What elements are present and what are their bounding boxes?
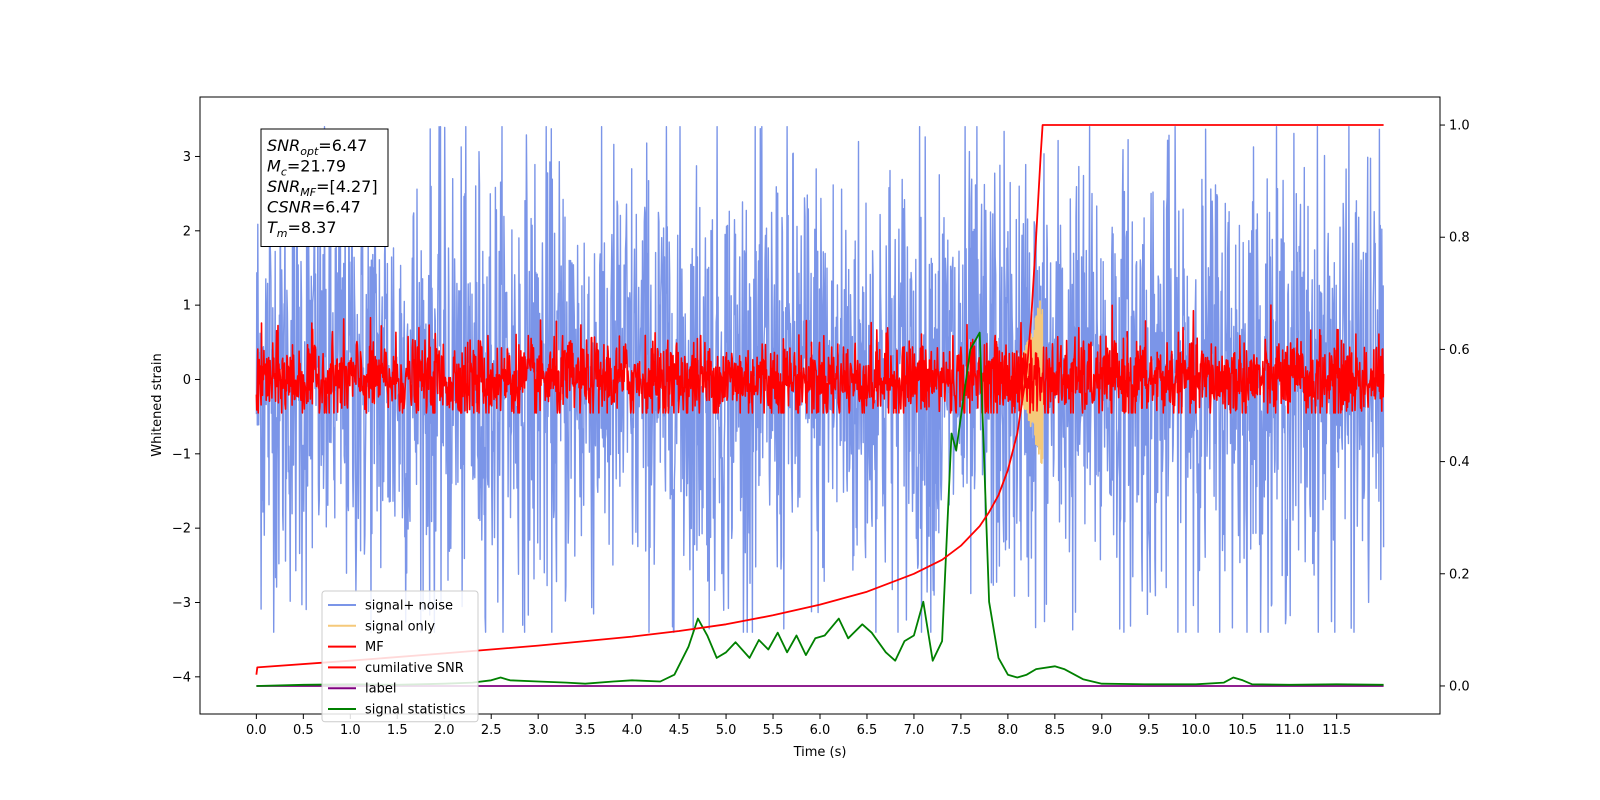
x-tick-label: 5.0 (716, 723, 737, 738)
info-line: SNRopt=6.47 (267, 136, 367, 158)
info-line: SNRMF=[4.27] (267, 177, 378, 199)
x-tick-label: 4.5 (669, 723, 690, 738)
info-line: Mc=21.79 (267, 157, 346, 179)
x-tick-label: 0.0 (246, 723, 267, 738)
x-tick-label: 11.5 (1322, 723, 1351, 738)
legend-item-signal-statistics: signal statistics (328, 703, 466, 718)
y-tick-label: −2 (172, 522, 191, 537)
legend: signal+ noise signal only MF cumilative SNR… (321, 590, 479, 723)
legend-item-label: label (328, 682, 396, 697)
x-tick-label: 6.0 (810, 723, 831, 738)
y-tick-label: 2 (183, 224, 191, 239)
info-line: CSNR=6.47 (267, 198, 361, 217)
x-tick-label: 9.5 (1138, 723, 1159, 738)
x-tick-label: 5.5 (763, 723, 784, 738)
x-tick-label: 3.5 (575, 723, 596, 738)
x-tick-label: 10.5 (1228, 723, 1257, 738)
legend-label: signal+ noise (365, 599, 453, 614)
series-line-mf (255, 304, 1385, 414)
info-box-frame (260, 128, 389, 247)
y-tick-label: 3 (183, 150, 191, 165)
x-tick-label: 9.0 (1091, 723, 1112, 738)
y-right-tick-label: 0.4 (1449, 455, 1470, 470)
legend-item-signal-noise: signal+ noise (328, 599, 453, 614)
y-right-tick-label: 1.0 (1449, 119, 1470, 134)
legend-label: signal only (365, 619, 435, 634)
y-tick-label: 0 (183, 373, 191, 388)
x-axis: 0.0 0.5 1.0 1.5 2.0 2.5 3.0 3.5 4.0 4.5 5.0 5.5 6.0 6… (246, 714, 1351, 738)
y-axis-right: 0.0 0.2 0.4 0.6 0.8 1.0 (1440, 119, 1470, 694)
x-tick-label: 3.0 (528, 723, 549, 738)
legend-item-cumilative-snr: cumilative SNR (328, 661, 464, 676)
legend-label: MF (365, 640, 384, 655)
x-tick-label: 11.0 (1275, 723, 1304, 738)
legend-label: label (365, 682, 396, 697)
info-box: SNRopt=6.47Mc=21.79SNRMF=[4.27]CSNR=6.47… (260, 128, 389, 247)
y-tick-label: −1 (172, 447, 191, 462)
x-tick-label: 1.0 (340, 723, 361, 738)
series-line-cumilative-snr (255, 124, 1384, 675)
x-tick-label: 4.0 (622, 723, 643, 738)
legend-label: signal statistics (365, 703, 466, 718)
y-right-tick-label: 0.6 (1449, 343, 1470, 358)
x-tick-label: 10.0 (1181, 723, 1210, 738)
x-tick-label: 6.5 (857, 723, 878, 738)
y-right-tick-label: 0.0 (1449, 679, 1470, 694)
y-tick-label: −3 (172, 596, 191, 611)
x-tick-label: 7.5 (951, 723, 972, 738)
x-tick-label: 0.5 (293, 723, 314, 738)
info-line: Tm=8.37 (267, 218, 337, 240)
x-tick-label: 7.0 (904, 723, 925, 738)
x-tick-label: 1.5 (387, 723, 408, 738)
series-line-signal-statistics (256, 331, 1384, 687)
legend-frame (321, 590, 479, 723)
y-right-tick-label: 0.2 (1449, 567, 1470, 582)
y-tick-label: 1 (183, 299, 191, 314)
legend-label: cumilative SNR (365, 661, 464, 676)
legend-item-signal-only: signal only (328, 619, 435, 634)
y-tick-label: −4 (172, 670, 191, 685)
x-tick-label: 8.0 (998, 723, 1019, 738)
x-tick-label: 8.5 (1045, 723, 1066, 738)
x-axis-label: Time (s) (793, 745, 847, 760)
x-tick-label: 2.0 (434, 723, 455, 738)
y-axis-label: Whitened strain (150, 353, 165, 456)
x-tick-label: 2.5 (481, 723, 502, 738)
y-axis-left: −4 −3 −2 −1 0 1 2 3 (172, 150, 200, 685)
y-right-tick-label: 0.8 (1449, 231, 1470, 246)
legend-item-mf: MF (328, 640, 384, 655)
